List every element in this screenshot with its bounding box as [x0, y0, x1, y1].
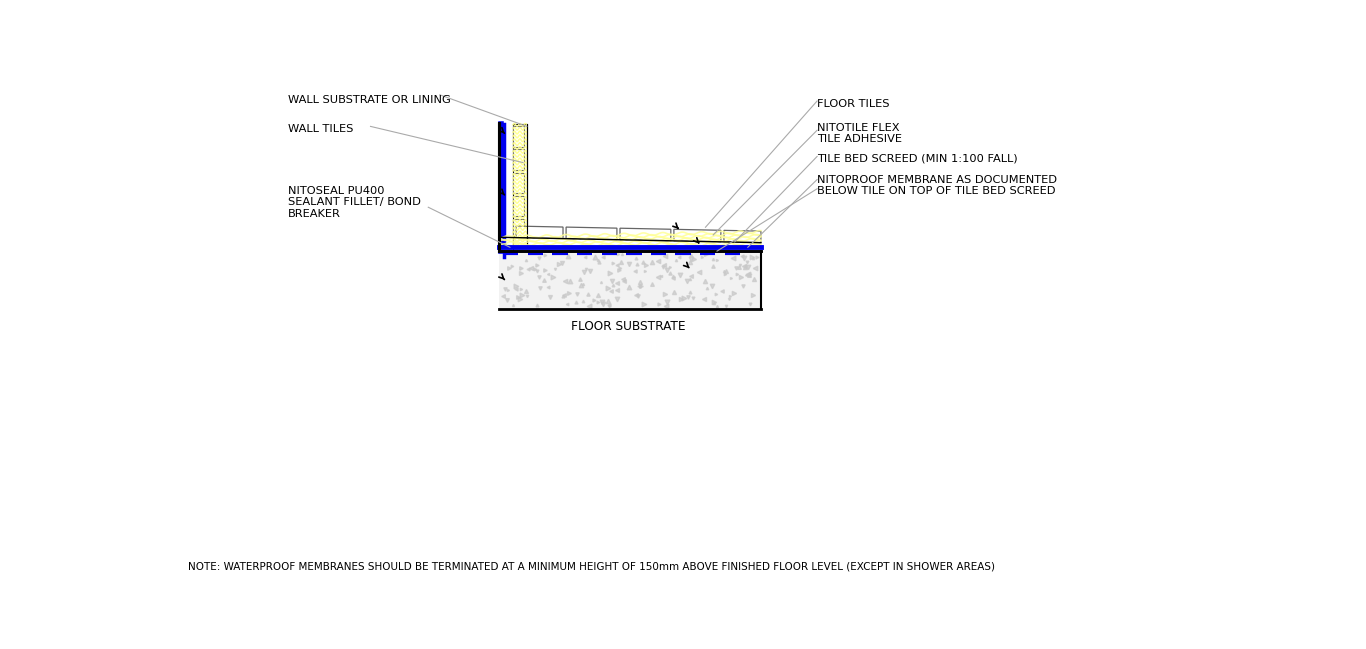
Polygon shape [673, 229, 721, 242]
Text: NOTE: WATERPROOF MEMBRANES SHOULD BE TERMINATED AT A MINIMUM HEIGHT OF 150mm ABO: NOTE: WATERPROOF MEMBRANES SHOULD BE TER… [189, 561, 994, 571]
Text: TILE BED SCREED (MIN 1:100 FALL): TILE BED SCREED (MIN 1:100 FALL) [817, 153, 1018, 164]
Text: FLOOR TILES: FLOOR TILES [817, 99, 889, 108]
Polygon shape [620, 228, 671, 241]
Polygon shape [724, 230, 761, 243]
Text: WALL SUBSTRATE OR LINING: WALL SUBSTRATE OR LINING [288, 95, 451, 105]
Polygon shape [516, 226, 563, 239]
Text: WALL TILES: WALL TILES [288, 124, 354, 134]
Text: NITOSEAL PU400
SEALANT FILLET/ BOND
BREAKER: NITOSEAL PU400 SEALANT FILLET/ BOND BREA… [288, 186, 421, 219]
Polygon shape [514, 124, 527, 251]
Polygon shape [514, 196, 523, 217]
Polygon shape [499, 238, 514, 251]
Text: NITOPROOF MEMBRANE AS DOCUMENTED
BELOW TILE ON TOP OF TILE BED SCREED: NITOPROOF MEMBRANE AS DOCUMENTED BELOW T… [817, 175, 1057, 197]
Polygon shape [514, 219, 523, 236]
Polygon shape [499, 251, 761, 309]
Polygon shape [566, 227, 617, 239]
Polygon shape [514, 127, 523, 147]
Polygon shape [514, 173, 523, 193]
Text: FLOOR SUBSTRATE: FLOOR SUBSTRATE [571, 321, 686, 334]
Polygon shape [514, 149, 523, 170]
Text: NITOTILE FLEX
TILE ADHESIVE: NITOTILE FLEX TILE ADHESIVE [817, 123, 902, 144]
